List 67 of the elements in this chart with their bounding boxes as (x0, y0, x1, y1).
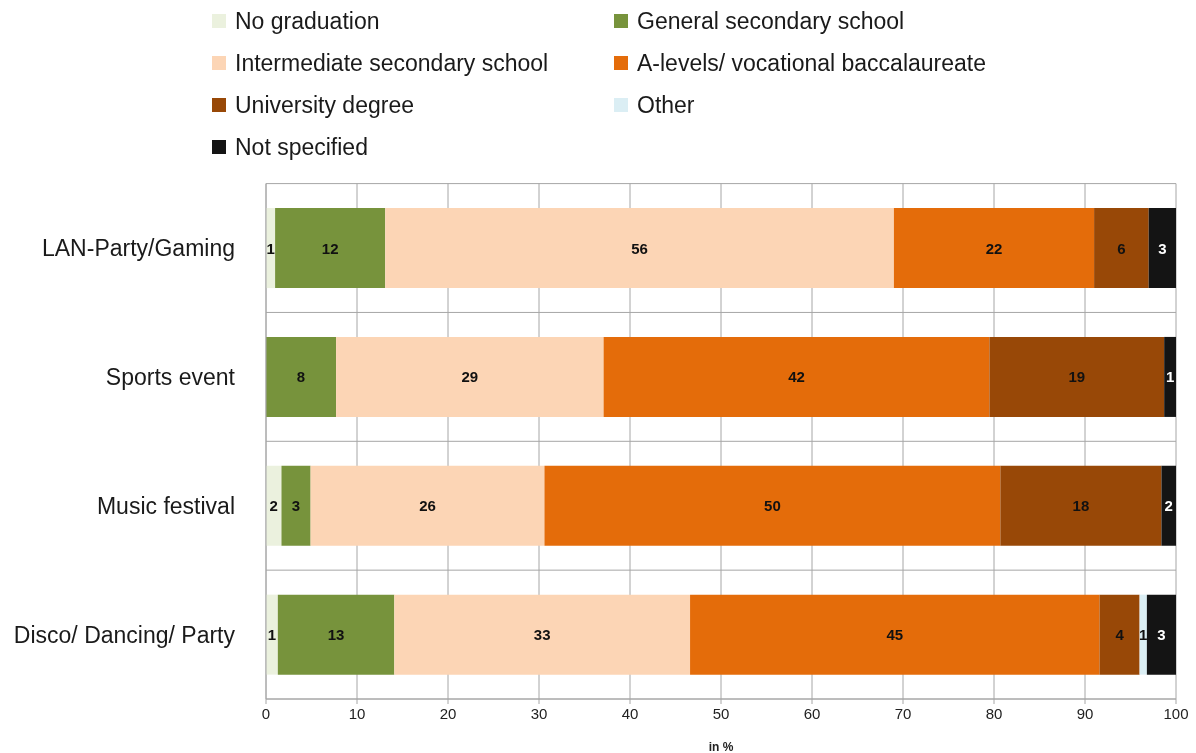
data-label: 6 (1117, 239, 1126, 257)
x-tick-label: 70 (894, 704, 912, 722)
data-label: 1 (266, 239, 275, 257)
x-axis-title: in % (708, 740, 734, 753)
x-tick-label: 90 (1076, 704, 1094, 722)
x-tick-label: 0 (261, 704, 271, 722)
bar (1099, 594, 1140, 675)
data-label: 3 (291, 497, 301, 515)
data-label: 3 (1158, 239, 1167, 257)
data-label: 50 (764, 497, 781, 515)
legend-label: Other (637, 91, 695, 119)
bar (281, 465, 311, 546)
data-label: 56 (631, 239, 648, 257)
data-label: 1 (1165, 368, 1175, 386)
x-tick-label: 30 (530, 704, 548, 722)
legend-label: Intermediate secondary school (235, 49, 549, 77)
y-tick-label: Disco/ Dancing/ Party (13, 621, 236, 648)
x-tick-label: 100 (1163, 704, 1189, 722)
bar (1094, 208, 1149, 289)
bar (1146, 594, 1176, 675)
bar (277, 594, 395, 675)
bar (394, 594, 691, 675)
bar (336, 336, 604, 417)
bar (690, 594, 1100, 675)
bar (266, 336, 337, 417)
bar (893, 208, 1095, 289)
bar (989, 336, 1165, 417)
x-tick-label: 10 (348, 704, 366, 722)
bar (1000, 465, 1162, 546)
data-label: 26 (419, 497, 436, 515)
bar (1161, 465, 1176, 546)
data-label: 1 (267, 626, 277, 644)
bar (310, 465, 545, 546)
legend-label: A-levels/ vocational baccalaureate (637, 49, 987, 77)
data-label: 2 (1164, 497, 1173, 515)
bar (544, 465, 1001, 546)
y-tick-label: LAN-Party/Gaming (41, 235, 235, 262)
data-label: 8 (296, 368, 306, 386)
x-tick-label: 80 (985, 704, 1003, 722)
bar (1148, 208, 1176, 289)
bar (275, 208, 386, 289)
data-label: 18 (1072, 497, 1090, 515)
x-tick-label: 60 (803, 704, 821, 722)
legend-label: Not specified (235, 133, 368, 161)
data-label: 2 (269, 497, 278, 515)
data-label: 42 (788, 368, 805, 386)
data-label: 4 (1115, 626, 1125, 644)
data-label: 12 (321, 239, 339, 257)
x-tick-label: 40 (621, 704, 639, 722)
bar (385, 208, 894, 289)
data-label: 13 (327, 626, 345, 644)
legend-label: No graduation (235, 7, 380, 35)
x-tick-label: 20 (439, 704, 457, 722)
legend-label: General secondary school (637, 7, 905, 35)
y-tick-label: Sports event (105, 364, 236, 391)
bar (1164, 336, 1176, 417)
bar (603, 336, 990, 417)
data-label: 45 (886, 626, 904, 644)
x-tick-label: 50 (712, 704, 730, 722)
data-label: 19 (1068, 368, 1086, 386)
data-label: 33 (533, 626, 551, 644)
data-label: 3 (1157, 626, 1166, 644)
data-label: 1 (1139, 626, 1148, 644)
data-label: 22 (985, 239, 1003, 257)
legend-label: University degree (235, 91, 414, 119)
data-label: 29 (461, 368, 479, 386)
y-tick-label: Music festival (96, 492, 235, 519)
